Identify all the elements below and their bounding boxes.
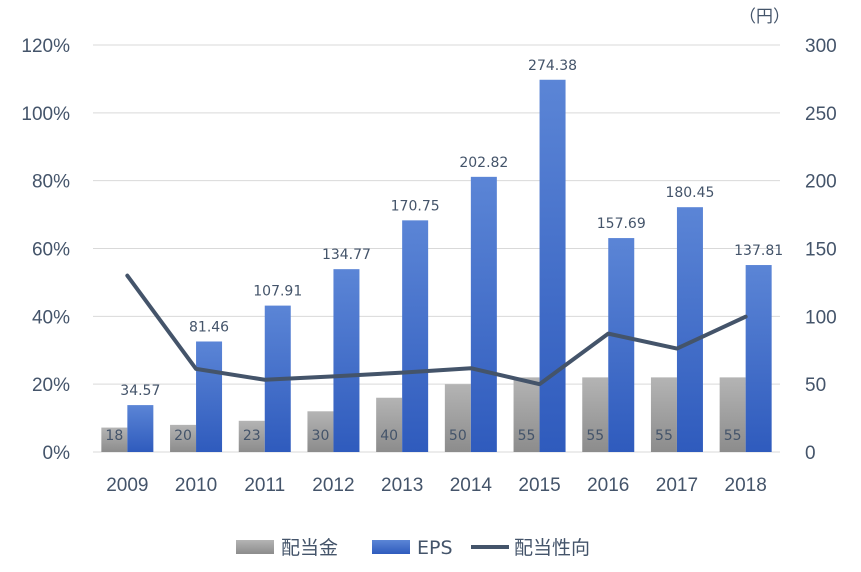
bar-dividend <box>719 377 746 452</box>
bar-eps <box>676 207 703 452</box>
right-tick-label: 0 <box>805 443 816 464</box>
dividend-value-label: 20 <box>174 428 192 444</box>
bar-dividend <box>513 377 540 452</box>
legend-label-dividend: 配当金 <box>281 537 338 559</box>
right-tick-label: 100 <box>805 307 837 328</box>
x-tick-label: 2015 <box>518 475 560 496</box>
dividend-value-label: 55 <box>724 428 742 444</box>
legend-label-payout-ratio: 配当性向 <box>514 537 590 559</box>
left-tick-label: 60% <box>32 240 70 261</box>
right-tick-label: 200 <box>805 172 837 193</box>
dividend-value-label: 18 <box>105 428 123 444</box>
bar-dividend <box>650 377 677 452</box>
bar-dividend <box>376 397 403 452</box>
x-tick-label: 2018 <box>725 475 767 496</box>
x-tick-label: 2009 <box>106 475 148 496</box>
bar-eps <box>402 220 429 452</box>
x-tick-label: 2013 <box>381 475 423 496</box>
eps-value-label: 134.77 <box>322 247 371 263</box>
eps-value-label: 157.69 <box>597 216 646 232</box>
legend: 配当金 EPS 配当性向 <box>236 537 590 559</box>
left-tick-label: 0% <box>43 443 71 464</box>
x-tick-label: 2014 <box>450 475 493 496</box>
dividend-value-label: 55 <box>518 428 536 444</box>
dividend-value-label: 55 <box>655 428 673 444</box>
data-labels: 18 34.57 20 81.46 23 107.91 30 134.77 40 170.75 50… <box>105 58 783 444</box>
right-axis: 0 50 100 150 200 250 300 <box>805 36 837 464</box>
left-tick-label: 80% <box>32 172 70 193</box>
bar-eps <box>745 265 772 452</box>
legend-swatch-eps <box>372 540 410 554</box>
eps-value-label: 137.81 <box>734 243 783 259</box>
bar-dividend <box>307 411 334 452</box>
left-tick-label: 100% <box>21 104 70 125</box>
bar-eps <box>333 269 360 452</box>
left-tick-label: 40% <box>32 307 70 328</box>
x-tick-label: 2010 <box>175 475 217 496</box>
dividend-value-label: 30 <box>312 428 330 444</box>
bar-dividend <box>238 420 265 452</box>
eps-value-label: 107.91 <box>253 284 302 300</box>
series-line-payout-ratio <box>125 273 748 387</box>
eps-value-label: 34.57 <box>120 383 160 399</box>
x-tick-label: 2011 <box>244 475 285 496</box>
dividend-value-label: 23 <box>243 428 261 444</box>
payout-ratio-line <box>125 273 748 387</box>
bar-dividend <box>582 377 609 452</box>
x-tick-label: 2017 <box>656 475 698 496</box>
dividend-value-label: 55 <box>586 428 604 444</box>
x-tick-label: 2012 <box>312 475 354 496</box>
dividend-value-label: 40 <box>380 428 398 444</box>
x-tick-label: 2016 <box>587 475 629 496</box>
bar-eps <box>196 341 223 452</box>
x-axis: 2009 2010 2011 2012 2013 2014 2015 2016 2017 2018 <box>106 475 767 496</box>
dividend-value-label: 50 <box>449 428 467 444</box>
legend-swatch-dividend <box>236 540 274 554</box>
eps-value-label: 81.46 <box>189 319 229 335</box>
right-tick-label: 250 <box>805 104 837 125</box>
right-tick-label: 150 <box>805 240 837 261</box>
right-tick-label: 300 <box>805 36 837 57</box>
bar-dividend <box>170 424 197 452</box>
right-axis-unit: （円） <box>739 7 790 27</box>
bar-eps <box>470 176 497 452</box>
bars <box>101 79 772 452</box>
bar-dividend <box>101 427 128 452</box>
legend-label-eps: EPS <box>417 537 453 559</box>
left-tick-label: 120% <box>21 36 70 57</box>
bar-eps <box>127 405 154 452</box>
eps-value-label: 274.38 <box>528 58 577 74</box>
eps-value-label: 202.82 <box>459 155 508 171</box>
eps-value-label: 180.45 <box>665 185 714 201</box>
right-tick-label: 50 <box>805 375 826 396</box>
left-axis: 0% 20% 40% 60% 80% 100% 120% <box>21 36 70 464</box>
eps-value-label: 170.75 <box>391 198 440 214</box>
bar-eps <box>539 79 566 452</box>
bar-dividend <box>444 384 471 452</box>
bar-eps <box>608 238 635 452</box>
left-tick-label: 20% <box>32 375 70 396</box>
